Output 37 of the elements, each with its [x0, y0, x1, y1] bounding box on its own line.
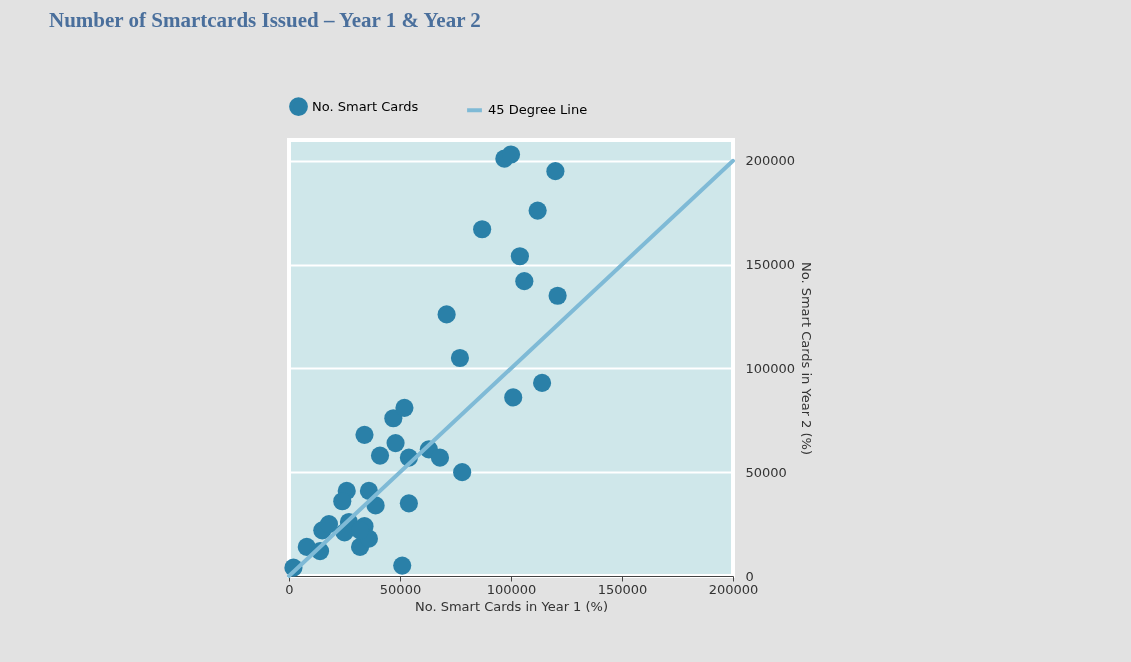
x-tick-label: 0: [285, 581, 294, 597]
x-tick-label: 50000: [379, 581, 422, 597]
chart-title: Number of Smartcards Issued – Year 1 & Year 2: [49, 8, 481, 32]
legend-label: No. Smart Cards: [312, 98, 419, 114]
point: [515, 272, 534, 291]
y-axis-title: No. Smart Cards in Year 2 (%): [799, 261, 815, 456]
x-axis-title: No. Smart Cards in Year 1 (%): [414, 598, 609, 614]
point: [319, 515, 339, 534]
point: [384, 409, 403, 428]
point: [501, 145, 521, 164]
point: [473, 220, 492, 239]
point: [450, 348, 470, 368]
point: [528, 201, 547, 220]
point: [395, 398, 414, 417]
point: [510, 247, 529, 266]
point: [399, 494, 418, 513]
y-tick-label: 0: [745, 568, 754, 584]
y-tick-label: 50000: [745, 464, 787, 480]
x-tick-label: 150000: [597, 581, 648, 597]
x-tick-label: 200000: [708, 581, 759, 597]
x-tick-label: 100000: [486, 581, 537, 597]
y-tick-label: 150000: [745, 257, 796, 273]
point: [533, 373, 552, 392]
y-tick-label: 100000: [745, 360, 796, 376]
point: [386, 434, 405, 453]
point: [393, 556, 412, 575]
point: [546, 162, 565, 181]
point: [430, 448, 450, 467]
point: [355, 425, 374, 444]
legend-label: 45 Degree Line: [488, 102, 588, 118]
point: [370, 446, 390, 465]
y-tick-label: 200000: [745, 153, 796, 169]
point: [437, 305, 456, 324]
point: [333, 492, 352, 511]
point: [504, 388, 523, 407]
point: [548, 286, 567, 305]
point: [453, 463, 472, 482]
